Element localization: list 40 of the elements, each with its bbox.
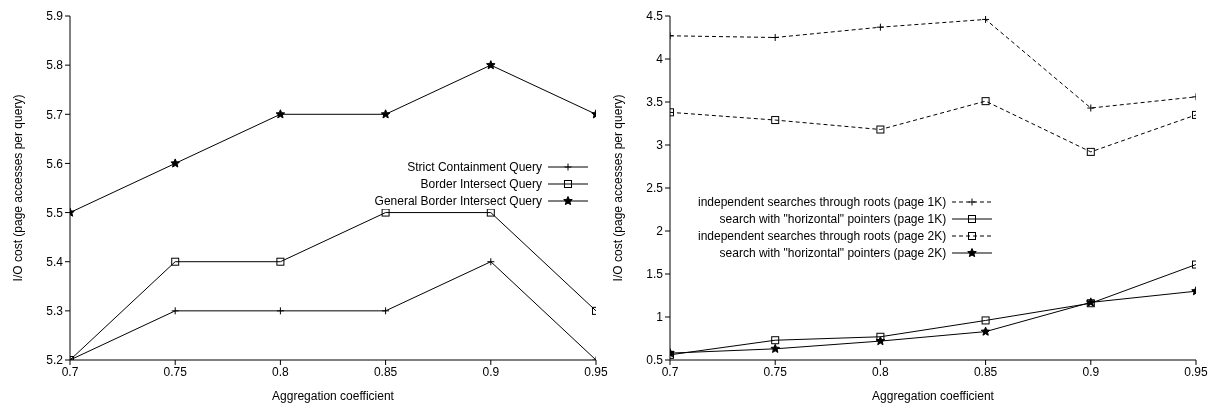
y-tick-label: 5.5 (46, 205, 64, 220)
x-tick-label: 0.75 (763, 364, 788, 379)
x-axis-title: Aggregation coefficient (872, 389, 995, 403)
y-tick-label: 1 (656, 310, 664, 325)
y-axis-title: I/O cost (page accesses per query) (11, 94, 26, 282)
legend-label: independent searches through roots (page 2K) (698, 228, 947, 243)
y-tick-label: 0.5 (646, 353, 664, 368)
legend-label: General Border Intersect Query (374, 193, 542, 208)
x-tick-label: 0.85 (373, 364, 398, 379)
y-tick-label: 5.3 (46, 304, 64, 319)
legend-label: Border Intersect Query (420, 176, 542, 191)
legend-label: Strict Containment Query (407, 159, 542, 174)
x-tick-label: 0.7 (61, 364, 79, 379)
legend-label: search with "horizontal" pointers (page 2K) (719, 245, 947, 260)
y-tick-label: 3 (656, 138, 664, 153)
legend-label: independent searches through roots (page 1K) (698, 194, 947, 209)
y-tick-label: 5.2 (46, 353, 64, 368)
y-tick-label: 3.5 (646, 95, 664, 110)
x-tick-label: 0.9 (482, 364, 500, 379)
y-tick-label: 2 (656, 224, 664, 239)
y-tick-label: 5.8 (46, 58, 64, 73)
y-tick-label: 4 (656, 52, 664, 67)
y-tick-label: 5.6 (46, 156, 64, 171)
x-tick-label: 0.95 (584, 364, 608, 379)
x-axis-title: Aggregation coefficient (272, 389, 395, 403)
y-tick-label: 5.4 (46, 254, 64, 269)
y-axis-title: I/O cost (page accesses per query) (611, 94, 626, 282)
x-tick-label: 0.95 (1184, 364, 1208, 379)
x-tick-label: 0.8 (272, 364, 290, 379)
x-tick-label: 0.85 (973, 364, 998, 379)
y-tick-label: 5.9 (46, 9, 64, 24)
legend-label: search with "horizontal" pointers (page 1K) (719, 211, 947, 226)
y-tick-label: 1.5 (646, 267, 664, 282)
x-tick-label: 0.75 (163, 364, 188, 379)
y-tick-label: 2.5 (646, 181, 664, 196)
x-tick-label: 0.7 (661, 364, 679, 379)
x-tick-label: 0.9 (1082, 364, 1100, 379)
x-tick-label: 0.8 (872, 364, 890, 379)
y-tick-label: 5.7 (46, 107, 64, 122)
y-tick-label: 4.5 (646, 9, 664, 24)
